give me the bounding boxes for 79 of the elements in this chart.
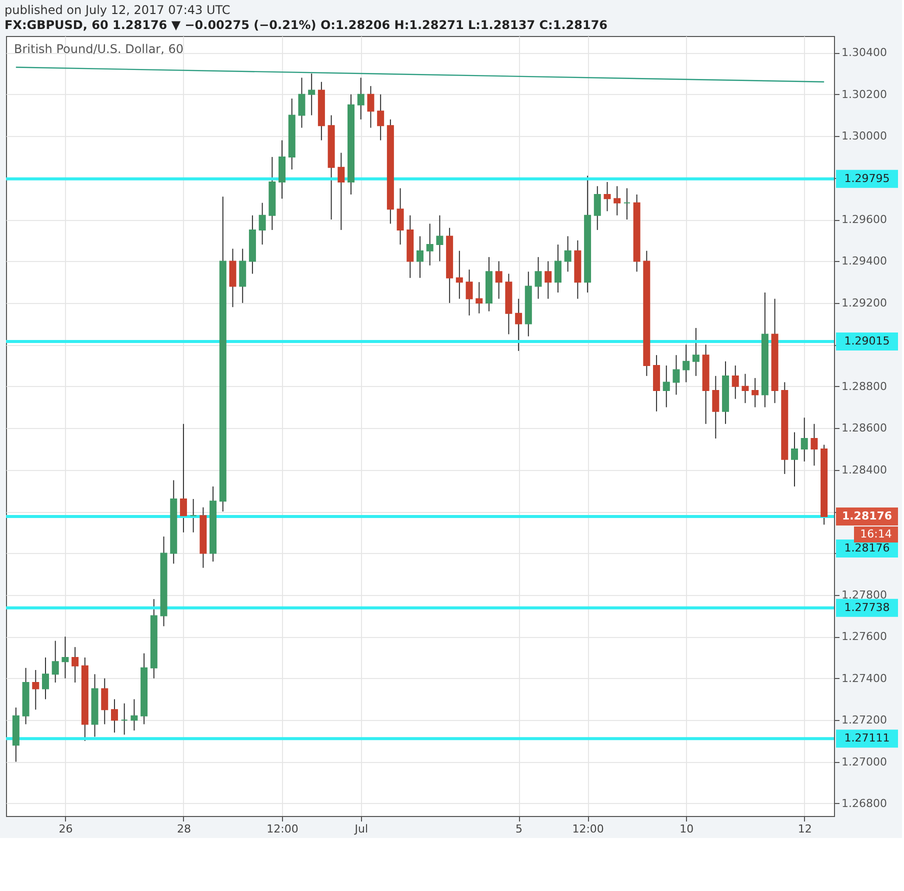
candlestick <box>682 344 690 383</box>
y-tick-label: 1.28600 <box>842 422 887 435</box>
candlestick <box>110 698 118 734</box>
candlestick <box>101 678 108 725</box>
candlestick <box>672 354 680 396</box>
x-tick-label: Jul <box>354 822 368 836</box>
candlestick <box>298 77 306 128</box>
candlestick <box>554 244 562 294</box>
candlestick <box>42 656 49 700</box>
candlestick <box>515 298 522 352</box>
candlestick <box>456 250 463 300</box>
candlestick <box>534 256 542 300</box>
candlestick <box>800 417 808 462</box>
candlestick <box>377 94 384 141</box>
text: 16:14 <box>860 528 892 541</box>
x-tick-label: 26 <box>58 822 73 836</box>
y-tick-label: 1.26800 <box>842 796 887 810</box>
candlestick <box>752 378 759 408</box>
candlestick <box>436 214 444 262</box>
y-tick-label: 1.30000 <box>842 130 887 143</box>
y-tick-label: 1.28800 <box>842 380 887 393</box>
x-tick-label: 12 <box>798 822 812 836</box>
y-tick-label: 1.29600 <box>842 213 887 226</box>
candlestick <box>544 260 552 300</box>
candlestick <box>258 202 266 246</box>
ref-line-label: 1.27738 <box>844 600 890 614</box>
candlestick <box>564 236 572 272</box>
candlestick <box>810 423 818 466</box>
ref-line-label: 1.29015 <box>844 334 890 348</box>
ref-line-label: 1.28176 <box>844 542 890 555</box>
candlestick <box>52 640 59 684</box>
y-tick-label: 1.27600 <box>842 630 887 644</box>
candlestick <box>338 152 345 230</box>
y-tick-label: 1.27200 <box>842 714 887 727</box>
text: 1.28176 <box>842 510 892 523</box>
text: British Pound/U.S. Dollar, 60 <box>14 42 184 56</box>
y-tick-label: 1.27000 <box>842 755 887 768</box>
x-tick-label: 10 <box>680 822 694 836</box>
candlestick <box>604 181 611 212</box>
candlestick <box>791 432 798 487</box>
x-tick-label: 5 <box>516 822 523 836</box>
candlestick <box>495 260 502 300</box>
x-tick-label: 12:00 <box>572 822 604 836</box>
candlestick <box>367 86 374 128</box>
y-tick-label: 1.28400 <box>842 463 887 476</box>
candlestick <box>32 670 40 710</box>
candlestick <box>466 269 473 316</box>
candlestick <box>180 423 187 533</box>
y-tick-label: 1.29200 <box>842 296 887 310</box>
candlestick <box>426 223 434 266</box>
y-tick-label: 1.27800 <box>842 588 887 602</box>
ref-line-label: 1.27111 <box>844 732 890 745</box>
x-tick-label: 12:00 <box>266 822 298 836</box>
candlestick <box>594 186 601 230</box>
candlestick <box>623 188 630 220</box>
candlestick <box>614 186 621 216</box>
candlestick <box>357 77 364 120</box>
candlestick <box>120 702 128 736</box>
ref-line-label: 1.29795 <box>844 172 890 185</box>
candlestick <box>712 375 720 440</box>
chart-subtitle: FX:GBPUSD, 60 1.28176 ▼ −0.00275 (−0.21%) O:1.28206 H:1.28271 L:1.28137 C:1.28176 <box>4 18 608 32</box>
candlestick <box>416 236 424 278</box>
candlestick <box>130 698 138 731</box>
y-tick-label: 1.30200 <box>842 88 887 101</box>
x-tick-label: 28 <box>176 822 191 836</box>
text: published on July 12, 2017 07:43 UTC <box>4 3 230 17</box>
candlestick <box>62 636 69 679</box>
y-tick-label: 1.29400 <box>842 254 887 268</box>
candlestick <box>692 327 700 376</box>
candlestick <box>72 646 79 684</box>
candlestick <box>396 188 404 246</box>
candlestick <box>190 498 197 533</box>
candlestick <box>662 365 670 408</box>
candlestick <box>476 282 483 314</box>
candlestick <box>742 373 749 404</box>
y-tick-label: 1.27400 <box>842 672 887 685</box>
candlestick <box>732 365 739 400</box>
candlestick <box>308 73 316 116</box>
y-tick-label: 1.30400 <box>842 46 887 60</box>
